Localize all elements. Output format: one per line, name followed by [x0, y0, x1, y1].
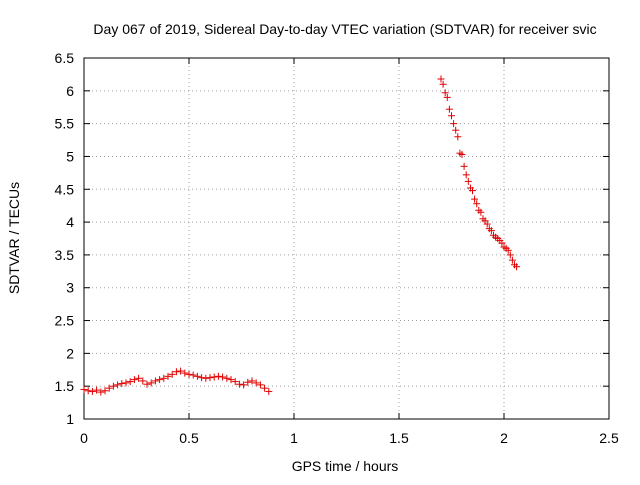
- data-point: [139, 377, 147, 385]
- data-point: [185, 370, 193, 378]
- data-point: [84, 387, 92, 395]
- data-point: [437, 75, 445, 83]
- data-point: [450, 120, 458, 128]
- x-tick-label: 1: [290, 430, 298, 446]
- data-point: [464, 177, 472, 185]
- data-point: [223, 374, 231, 382]
- x-tick-label: 2.5: [599, 430, 619, 446]
- data-point: [244, 378, 252, 386]
- data-point: [256, 381, 264, 389]
- y-tick-label: 3: [66, 280, 74, 296]
- data-point: [452, 126, 460, 134]
- data-point: [462, 171, 470, 179]
- y-tick-label: 4: [66, 214, 74, 230]
- chart-title: Day 067 of 2019, Sidereal Day-to-day VTE…: [93, 21, 596, 37]
- data-point: [443, 93, 451, 101]
- data-point: [487, 227, 495, 235]
- data-point: [189, 371, 197, 379]
- data-point: [261, 384, 269, 392]
- data-point: [506, 251, 514, 259]
- data-point: [193, 372, 201, 380]
- data-point: [445, 105, 453, 113]
- data-point: [118, 380, 126, 388]
- data-point: [151, 377, 159, 385]
- y-tick-label: 5.5: [55, 116, 75, 132]
- data-point: [441, 89, 449, 97]
- x-tick-label: 1.5: [389, 430, 409, 446]
- data-point: [504, 246, 512, 254]
- data-point: [109, 382, 117, 390]
- y-tick-label: 3.5: [55, 247, 75, 263]
- data-point: [122, 379, 130, 387]
- data-point: [97, 388, 105, 396]
- plot-area-border: [83, 57, 610, 420]
- data-point: [240, 381, 248, 389]
- grid: [84, 58, 609, 419]
- data-point: [105, 384, 113, 392]
- data-point: [210, 373, 218, 381]
- data-point: [219, 373, 227, 381]
- y-tick-label: 1.5: [55, 378, 75, 394]
- data-point: [143, 380, 151, 388]
- data-point: [198, 374, 206, 382]
- plot-frame: [83, 57, 610, 420]
- data-point: [439, 80, 447, 88]
- data-point: [469, 187, 476, 195]
- data-point: [206, 374, 214, 382]
- data-point: [483, 220, 491, 228]
- data-point: [164, 372, 172, 380]
- data-point: [114, 381, 122, 389]
- data-point: [471, 195, 479, 203]
- data-point: [214, 372, 222, 380]
- y-axis-label: SDTVAR / TECUs: [6, 182, 22, 294]
- data-point: [156, 376, 164, 384]
- data-point: [460, 162, 468, 170]
- y-tick-label: 6: [66, 83, 74, 99]
- y-tick-label: 2.5: [55, 313, 75, 329]
- data-point: [235, 380, 243, 388]
- data-point: [231, 378, 239, 386]
- y-tick-label: 5: [66, 148, 74, 164]
- data-point: [130, 376, 138, 384]
- data-point: [126, 378, 134, 386]
- data-point: [160, 374, 168, 382]
- y-tick-label: 6.5: [55, 50, 75, 66]
- data-point: [80, 385, 88, 393]
- y-tick-label: 4.5: [55, 181, 75, 197]
- axis-ticks: 1 1.5 2 2.5 3 3.5 4 4.5 5 5.5 6 6.5 0 0.5 1 1.5 2 2.5: [55, 50, 619, 446]
- data-point: [177, 367, 185, 375]
- data-point: [101, 387, 109, 395]
- data-point: [168, 370, 176, 378]
- data-point: [93, 386, 101, 394]
- data-point: [147, 379, 155, 387]
- data-point: [88, 387, 96, 395]
- data-point: [473, 200, 481, 208]
- y-tick-label: 2: [66, 345, 74, 361]
- data-point: [135, 374, 143, 382]
- data-point: [513, 263, 521, 271]
- data-points: [80, 75, 521, 396]
- data-point: [508, 256, 516, 264]
- data-point: [265, 387, 273, 395]
- x-axis-label: GPS time / hours: [292, 458, 399, 474]
- x-tick-label: 0: [80, 430, 88, 446]
- y-tick-label: 1: [66, 411, 74, 427]
- data-point: [181, 369, 189, 377]
- data-point: [477, 208, 485, 216]
- data-point: [252, 379, 260, 387]
- data-point: [454, 133, 462, 141]
- data-point: [248, 377, 256, 385]
- data-point: [202, 374, 210, 382]
- data-point: [448, 112, 455, 120]
- x-tick-label: 0.5: [179, 430, 199, 446]
- data-point: [498, 239, 506, 247]
- x-tick-label: 2: [500, 430, 508, 446]
- data-point: [172, 368, 180, 376]
- data-point: [227, 376, 235, 384]
- data-point: [458, 150, 466, 158]
